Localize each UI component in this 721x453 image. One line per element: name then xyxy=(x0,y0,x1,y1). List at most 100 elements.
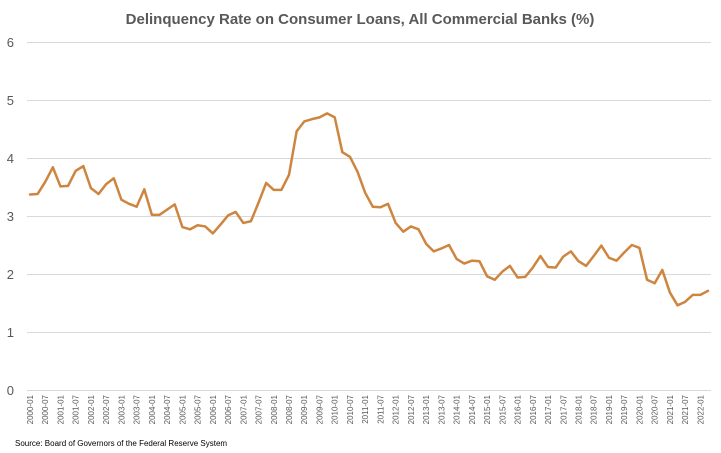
x-tick-label: 2018-01 xyxy=(574,394,583,424)
x-tick-label: 2014-07 xyxy=(468,394,477,424)
data-point xyxy=(600,244,603,247)
data-point xyxy=(89,187,92,190)
data-point xyxy=(569,250,572,253)
x-tick-label: 2009-07 xyxy=(315,394,324,424)
data-point xyxy=(524,275,527,278)
data-point xyxy=(219,223,222,226)
x-tick-label: 2003-01 xyxy=(117,394,126,424)
x-tick-label: 2016-01 xyxy=(514,394,523,424)
x-tick-label: 2004-01 xyxy=(148,394,157,424)
x-tick-label: 2005-07 xyxy=(194,394,203,424)
data-point xyxy=(562,255,565,258)
data-point xyxy=(585,264,588,267)
data-point xyxy=(74,169,77,172)
data-point xyxy=(425,242,428,245)
x-tick-label: 2001-01 xyxy=(56,394,65,424)
data-point xyxy=(234,210,237,213)
y-tick-label: 3 xyxy=(7,209,14,224)
data-point xyxy=(173,203,176,206)
y-tick-label: 5 xyxy=(7,93,14,108)
data-point xyxy=(493,278,496,281)
x-tick-label: 2010-07 xyxy=(346,394,355,424)
data-point xyxy=(486,275,489,278)
data-point xyxy=(211,232,214,235)
data-point xyxy=(661,268,664,271)
x-tick-label: 2020-01 xyxy=(635,394,644,424)
x-tick-label: 2016-07 xyxy=(529,394,538,424)
x-tick-label: 2022-01 xyxy=(696,394,705,424)
data-point xyxy=(280,188,283,191)
data-point xyxy=(402,230,405,233)
data-point xyxy=(29,193,31,196)
x-tick-label: 2015-01 xyxy=(483,394,492,424)
x-tick-label: 2006-07 xyxy=(224,394,233,424)
data-point xyxy=(128,202,131,205)
data-point xyxy=(455,257,458,260)
x-tick-label: 2004-07 xyxy=(163,394,172,424)
y-tick-label: 4 xyxy=(7,151,14,166)
x-tick-label: 2011-01 xyxy=(361,394,370,423)
x-tick-label: 2012-07 xyxy=(407,394,416,424)
data-point xyxy=(653,282,656,285)
data-point xyxy=(36,192,39,195)
y-axis: 0 1 2 3 4 5 6 xyxy=(7,35,14,398)
x-tick-label: 2006-01 xyxy=(209,394,218,424)
data-point xyxy=(105,183,108,186)
data-point xyxy=(51,166,54,169)
x-tick-label: 2013-07 xyxy=(437,394,446,424)
x-tick-label: 2009-01 xyxy=(300,394,309,424)
data-point xyxy=(630,244,633,246)
data-point xyxy=(409,225,412,228)
data-point xyxy=(196,224,199,227)
data-point xyxy=(547,266,550,269)
x-tick-label: 2021-01 xyxy=(666,394,675,424)
data-point xyxy=(82,165,85,168)
x-tick-label: 2005-01 xyxy=(178,394,187,424)
x-tick-label: 2012-01 xyxy=(392,394,401,424)
data-point xyxy=(44,180,47,183)
x-tick-label: 2018-07 xyxy=(590,394,599,424)
data-point xyxy=(59,185,62,188)
data-point xyxy=(166,208,169,211)
x-tick-label: 2017-01 xyxy=(544,394,553,424)
data-point xyxy=(638,246,641,249)
data-point xyxy=(310,118,313,121)
y-tick-label: 1 xyxy=(7,325,14,340)
series-layer xyxy=(28,112,710,307)
data-point xyxy=(684,300,687,303)
x-tick-label: 2015-07 xyxy=(498,394,507,424)
data-point xyxy=(249,220,252,223)
data-point xyxy=(531,266,534,269)
data-point xyxy=(623,251,626,254)
x-tick-label: 2008-01 xyxy=(270,394,279,424)
x-tick-label: 2019-07 xyxy=(620,394,629,424)
y-tick-label: 2 xyxy=(7,267,14,282)
data-point xyxy=(97,192,100,195)
data-point xyxy=(67,184,70,187)
data-point xyxy=(440,247,443,250)
data-point xyxy=(470,259,473,262)
gridlines xyxy=(27,42,711,391)
data-point xyxy=(463,262,466,265)
data-point xyxy=(112,177,115,180)
x-tick-label: 2013-01 xyxy=(422,394,431,424)
data-point xyxy=(143,188,146,191)
data-point xyxy=(387,202,390,205)
data-point xyxy=(607,256,610,259)
y-tick-label: 0 xyxy=(7,383,14,398)
data-point xyxy=(432,250,435,253)
y-tick-label: 6 xyxy=(7,35,14,50)
data-point xyxy=(371,205,374,208)
x-tick-label: 2017-07 xyxy=(559,394,568,424)
data-point xyxy=(508,264,511,267)
data-point xyxy=(257,201,260,204)
data-point xyxy=(181,226,184,229)
x-tick-label: 2010-01 xyxy=(331,394,340,424)
x-tick-label: 2011-07 xyxy=(376,394,385,423)
data-point xyxy=(288,173,291,176)
data-point xyxy=(188,228,191,231)
data-point xyxy=(265,181,268,184)
chart-title: Delinquency Rate on Consumer Loans, All … xyxy=(126,11,595,28)
data-point xyxy=(417,228,420,231)
data-point xyxy=(272,188,275,191)
